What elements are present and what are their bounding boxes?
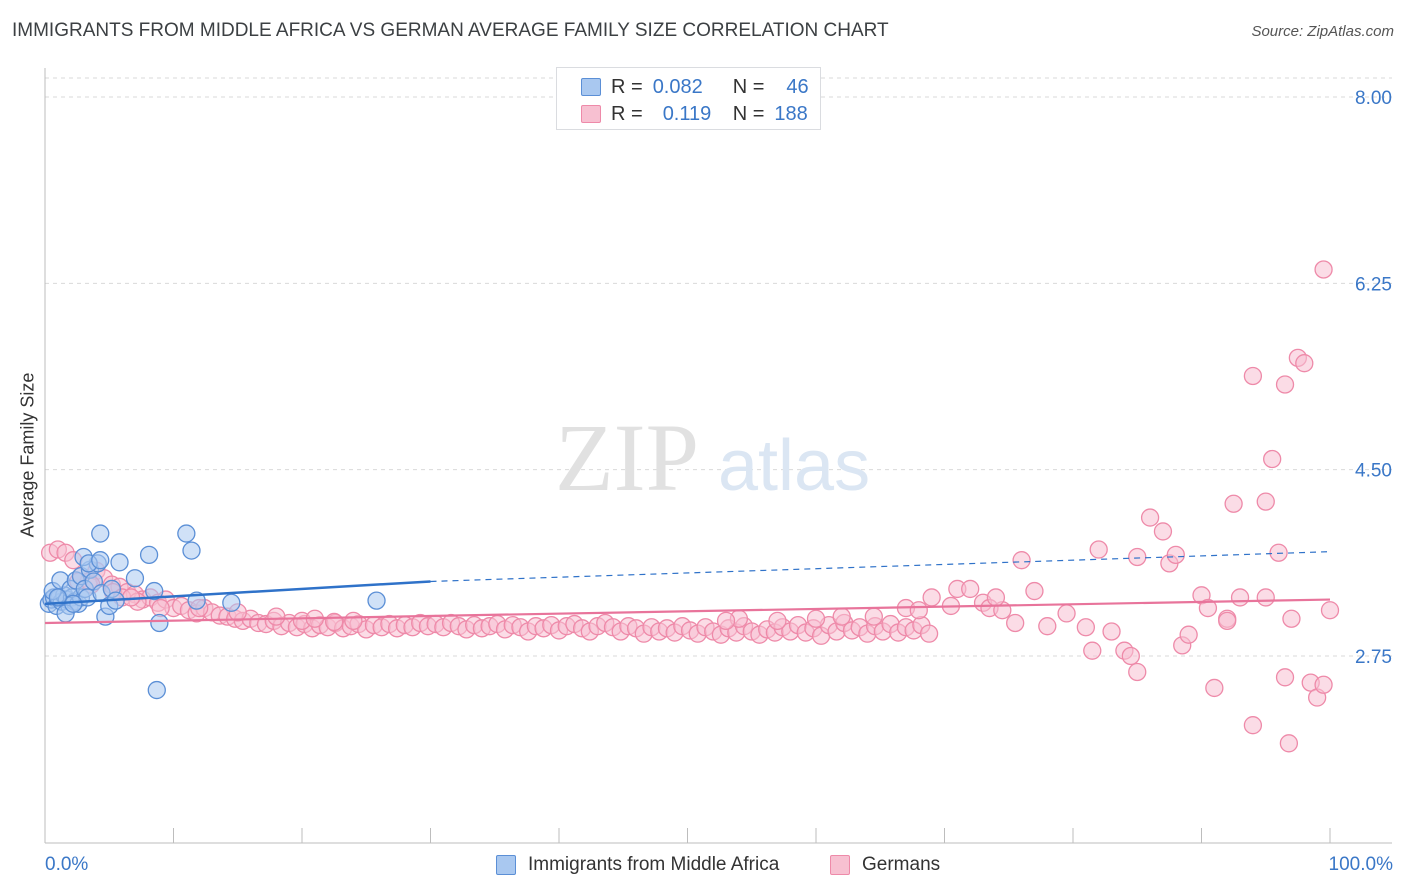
middle-africa-point xyxy=(182,541,201,560)
germans-point xyxy=(1218,611,1237,631)
axis-layer xyxy=(44,68,1392,844)
tick-labels: 2.75 4.50 6.25 8.00 0.0% 100.0% xyxy=(45,88,1393,875)
y-tick-label: 4.50 xyxy=(1355,461,1392,482)
germans-point xyxy=(1140,508,1160,527)
germans-point xyxy=(1275,668,1295,687)
bottom-legend-middle-africa: Immigrants from Middle Africa xyxy=(496,852,779,878)
y-tick-label: 2.75 xyxy=(1355,647,1392,668)
middle-africa-point xyxy=(177,524,196,543)
germans-point xyxy=(1205,678,1224,698)
grid-layer xyxy=(45,77,1392,657)
germans-points xyxy=(40,260,1340,753)
chart-title: IMMIGRANTS FROM MIDDLE AFRICA VS GERMAN … xyxy=(12,20,889,41)
germans-point xyxy=(1320,601,1340,620)
bottom-swatch-pink xyxy=(830,855,850,875)
germans-point xyxy=(1224,494,1243,513)
germans-point xyxy=(1279,734,1299,753)
legend-swatch-pink xyxy=(581,105,601,123)
legend-r-value: 0.119 xyxy=(662,102,712,125)
germans-point xyxy=(1025,581,1044,601)
legend-n-label: N = xyxy=(732,75,765,98)
germans-point xyxy=(864,607,883,626)
germans-point xyxy=(267,607,286,626)
germans-point xyxy=(1038,617,1057,636)
germans-point xyxy=(1089,540,1108,559)
germans-point xyxy=(806,609,826,628)
middle-africa-point xyxy=(64,594,83,613)
germans-point xyxy=(1269,543,1288,562)
germans-point xyxy=(1243,366,1263,386)
middle-africa-point xyxy=(150,613,169,633)
bottom-legend-label: Immigrants from Middle Africa xyxy=(528,854,780,875)
middle-africa-point xyxy=(139,545,159,564)
middle-africa-point xyxy=(91,524,110,543)
legend-r-label: R = xyxy=(611,75,643,98)
x-tick-label: 0.0% xyxy=(45,854,88,875)
germans-point xyxy=(1076,618,1095,637)
germans-point xyxy=(1102,622,1121,641)
legend-r-label: R = xyxy=(611,102,643,125)
germans-point xyxy=(1128,547,1147,567)
germans-point xyxy=(832,607,851,626)
middle-africa-point xyxy=(145,581,164,601)
middle-africa-trend-extension xyxy=(430,551,1331,583)
germans-point xyxy=(344,611,363,631)
germans-point xyxy=(324,612,344,632)
germans-point xyxy=(919,624,939,643)
germans-point xyxy=(716,611,736,631)
germans-point xyxy=(1282,609,1301,628)
germans-point xyxy=(1153,522,1173,541)
germans-point xyxy=(1128,662,1147,682)
bottom-swatch-blue xyxy=(496,855,516,875)
middle-africa-point xyxy=(147,680,166,700)
germans-point xyxy=(1057,604,1076,623)
legend-n-label: N = xyxy=(732,102,765,125)
stats-legend: R = 0.082 N = 46 R = 0.119 N = 188 xyxy=(556,67,821,130)
trend-lines xyxy=(44,551,1331,625)
source-label: Source: ZipAtlas.com xyxy=(1251,23,1394,40)
germans-point xyxy=(1121,646,1140,666)
germans-point xyxy=(1256,492,1275,511)
y-tick-label: 8.00 xyxy=(1355,88,1392,109)
bottom-legend-label: Germans xyxy=(862,854,941,875)
germans-trend-line xyxy=(44,598,1331,625)
germans-point xyxy=(909,601,928,620)
germans-point xyxy=(1012,551,1031,570)
germans-point xyxy=(961,579,980,599)
germans-point xyxy=(1230,588,1250,607)
legend-n-value: 46 xyxy=(786,75,809,98)
germans-point xyxy=(1263,449,1282,469)
bottom-legend-germans: Germans xyxy=(830,852,940,878)
germans-point xyxy=(922,588,941,607)
middle-africa-point xyxy=(367,591,386,610)
legend-swatch-blue xyxy=(581,78,601,96)
middle-africa-point xyxy=(222,593,241,612)
germans-point xyxy=(1083,641,1102,660)
x-tick-label: 100.0% xyxy=(1329,854,1394,875)
germans-point xyxy=(1295,354,1314,373)
germans-point xyxy=(1256,588,1275,607)
legend-r-value: 0.082 xyxy=(652,75,703,98)
legend-row-germans: R = 0.119 N = 188 xyxy=(581,102,808,126)
germans-point xyxy=(1314,675,1333,694)
germans-point xyxy=(986,588,1006,607)
germans-point xyxy=(1006,613,1025,633)
watermark-zip: ZIP xyxy=(555,404,699,511)
legend-n-value: 188 xyxy=(774,102,808,125)
germans-point xyxy=(1179,625,1198,644)
germans-point xyxy=(1275,375,1295,394)
legend-row-middle-africa: R = 0.082 N = 46 xyxy=(581,75,809,99)
germans-point xyxy=(1314,260,1333,279)
middle-africa-point xyxy=(91,551,110,570)
germans-point xyxy=(1166,545,1185,564)
watermark-atlas: atlas xyxy=(718,426,870,506)
middle-africa-point xyxy=(110,553,129,572)
germans-point xyxy=(768,611,787,631)
y-tick-label: 6.25 xyxy=(1355,274,1392,295)
middle-africa-trend-line xyxy=(44,580,431,606)
middle-africa-point xyxy=(125,569,145,588)
germans-point xyxy=(1198,598,1218,618)
germans-point xyxy=(1243,716,1263,735)
